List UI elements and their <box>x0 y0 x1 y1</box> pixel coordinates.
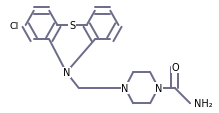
Text: NH₂: NH₂ <box>194 98 213 108</box>
Text: Cl: Cl <box>10 21 19 30</box>
Text: N: N <box>121 83 129 93</box>
Text: O: O <box>172 63 179 73</box>
Text: S: S <box>69 21 75 31</box>
Text: N: N <box>63 68 70 78</box>
Text: N: N <box>155 83 162 93</box>
